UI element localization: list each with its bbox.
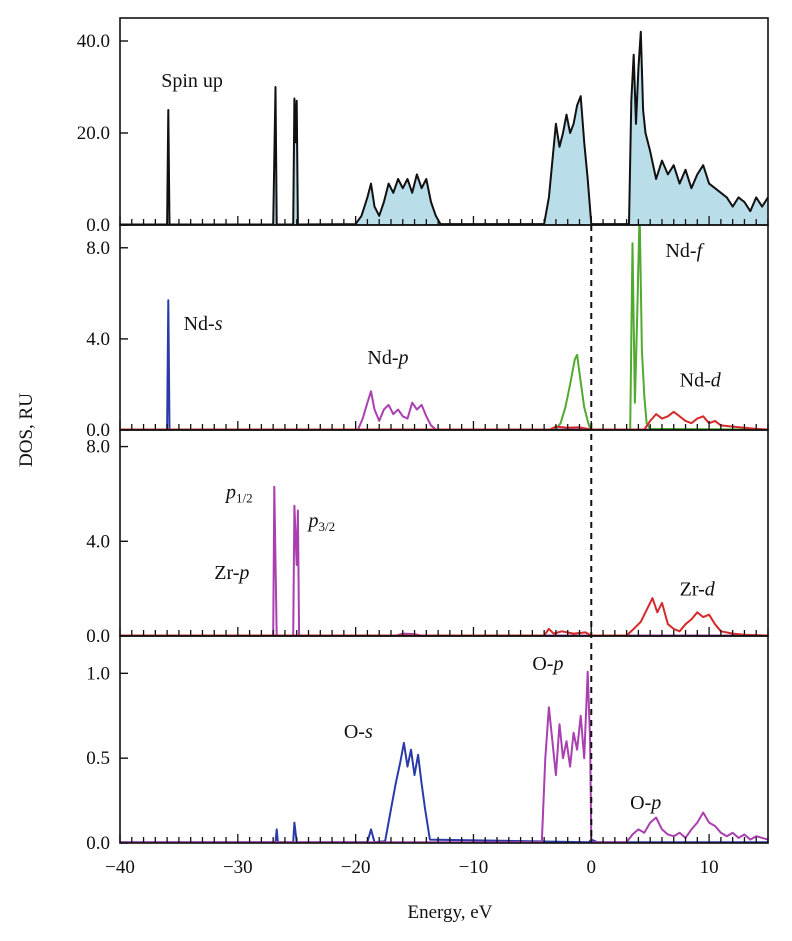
panel-frame [119,429,769,637]
annotation-italic: p [551,653,563,675]
y-tick-label: 0.0 [86,215,110,236]
annotation-label: Nd-s [184,313,223,335]
series-line-o-p [120,670,768,843]
annotation-label: O-p [630,792,661,814]
x-tick-label: 0 [587,857,597,878]
x-axis-ticks: −40 −30 −20 −10 0 10 [105,857,718,878]
y-tick-label: 40.0 [77,31,110,52]
series-line-total [120,30,768,225]
x-tick-label: −40 [105,857,135,878]
subscript-label: p3/2 [307,510,336,534]
annotation-italic: p [397,347,409,369]
annotation-italic: p [649,792,661,814]
annotation-label: Nd-d [680,370,722,392]
panel-4: 0.0 0.5 1.0 O-s O-p O-p [86,635,769,854]
series-line-o-s [120,741,768,843]
annotation-label: O-p [532,653,563,675]
series-line-zr-p [120,485,768,636]
subscript-label: p1/2 [224,482,253,506]
y-tick-label: 0.0 [86,420,110,441]
y-tick-label: 20.0 [77,123,110,144]
x-tick-label: −20 [341,857,371,878]
annotation-label: O-s [344,721,373,743]
subscript-main: p [224,482,236,504]
annotation-label: Zr-p [214,562,249,584]
y-tick-label: 8.0 [86,437,110,458]
panel-1: 0.0 20.0 40.0 Spin up [77,17,769,236]
y-tick-label: 8.0 [86,238,110,259]
annotation-italic: d [711,370,722,392]
x-tick-label: −10 [459,857,489,878]
series-fill [120,31,768,225]
subscript-sub: 3/2 [319,519,336,534]
x-axis-label: Energy, eV [408,902,493,923]
y-tick-label: 4.0 [86,329,110,350]
x-tick-label: −30 [223,857,253,878]
annotation-italic: d [705,579,716,601]
series-line-nd-p [120,390,768,430]
y-tick-label: 0.5 [86,748,110,769]
panel-series-group [120,485,768,636]
annotation-label: Zr-d [680,579,716,601]
annotation-italic: f [697,240,705,262]
panel-2: 0.0 4.0 8.0 Nd-s Nd-p Nd-f Nd-d [86,224,769,441]
panel-3: 0.04.08.0Zr-pZr-dp1/2p3/2 [86,429,769,647]
panel-series-group [120,670,768,843]
y-tick-label: 1.0 [86,663,110,684]
annotation-italic: s [365,721,373,743]
subscript-sub: 1/2 [236,491,253,506]
y-tick-label: 0.0 [86,626,110,647]
series-line-zr-d [120,597,768,636]
y-tick-label: 0.0 [86,833,110,854]
y-axis-label: DOS, RU [16,393,37,467]
panel-series-group [120,30,768,225]
panel-frame [119,635,769,844]
y-tick-label: 4.0 [86,531,110,552]
x-tick-label: 10 [700,857,719,878]
annotation-label: Spin up [161,70,223,92]
annotation-label: Nd-p [367,347,408,369]
panels-layer: 0.0 20.0 40.0 Spin up 0.0 4.0 8.0 Nd-s Nd-p Nd-f N… [77,17,769,854]
annotation-label: Nd-f [665,240,704,262]
annotation-italic: p [237,562,249,584]
annotation-italic: s [215,313,223,335]
subscript-main: p [307,510,319,532]
series-line-nd-d [120,410,768,430]
